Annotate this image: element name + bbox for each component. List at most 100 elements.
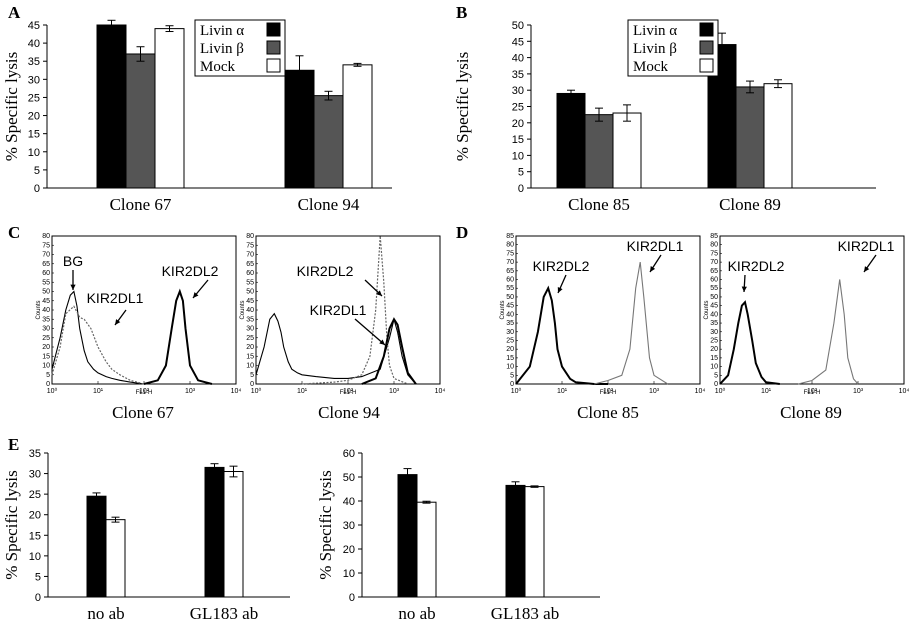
histogram-kir2dl1-D2 — [798, 279, 859, 385]
bar-E2 — [397, 474, 418, 598]
bar-A — [284, 69, 315, 189]
y-tick-label-C1: 80 — [42, 233, 50, 240]
y-tick-label-E1: 35 — [29, 448, 41, 460]
bar-E1 — [86, 495, 107, 598]
y-tick-label-D2: 15 — [710, 355, 718, 362]
bar-B — [584, 114, 614, 189]
y-tick-label-E1: 5 — [35, 571, 41, 583]
y-tick-label-C2: 55 — [246, 279, 254, 286]
y-tick-label-B: 0 — [518, 183, 524, 195]
annotation-arrowhead-D1 — [557, 287, 563, 293]
legend-swatch-A — [266, 58, 281, 73]
y-axis-label-D1: Counts — [500, 300, 506, 319]
x-tick-label-D2: 10⁰ — [715, 387, 726, 395]
bar-E2 — [505, 484, 526, 598]
y-tick-label-C1: 55 — [42, 279, 50, 286]
plot-frame-D1 — [515, 235, 701, 385]
annotation-arrowhead-D1 — [650, 266, 656, 272]
y-tick-label-C2: 70 — [246, 252, 254, 259]
plot-frame-C2 — [255, 235, 441, 385]
panel-letter-A: A — [8, 3, 21, 22]
y-tick-label-D2: 55 — [710, 285, 718, 292]
panel-letter-C1: C — [8, 223, 20, 242]
y-tick-label-B: 40 — [512, 53, 524, 65]
y-tick-label-E2: 30 — [343, 520, 355, 532]
y-tick-label-C2: 20 — [246, 344, 254, 351]
y-axis-label-C2: Counts — [240, 300, 246, 319]
bar-E2 — [524, 486, 545, 598]
y-tick-label-D1: 65 — [506, 268, 514, 275]
y-tick-label-A: 5 — [34, 165, 40, 177]
bar-A — [313, 95, 344, 189]
y-tick-label-E2: 10 — [343, 568, 355, 580]
y-tick-label-C1: 15 — [42, 353, 50, 360]
category-label-E1: GL183 ab — [190, 604, 258, 622]
y-tick-label-A: 15 — [28, 129, 40, 141]
y-tick-label-D2: 75 — [710, 250, 718, 257]
y-tick-label-B: 45 — [512, 36, 524, 48]
annotation-kir2dl1-D1: KIR2DL1 — [627, 238, 684, 254]
y-tick-label-D2: 65 — [710, 268, 718, 275]
y-axis-label-A: % Specific lysis — [2, 52, 21, 162]
y-tick-label-D1: 50 — [506, 294, 514, 301]
y-tick-label-C1: 5 — [46, 372, 50, 379]
x-tick-label-D1: 10³ — [649, 388, 660, 395]
histogram-kir2dl2-C2 — [301, 235, 409, 385]
x-tick-label-D1: 10⁴ — [695, 388, 706, 395]
y-tick-label-E1: 25 — [29, 489, 41, 501]
y-tick-label-E1: 30 — [29, 469, 41, 481]
bar-E1 — [204, 466, 225, 598]
y-tick-label-C1: 40 — [42, 307, 50, 314]
x-tick-label-D2: 10⁴ — [899, 388, 910, 395]
legend-swatch-B — [699, 22, 714, 37]
y-tick-label-D2: 45 — [710, 303, 718, 310]
category-label-E2: GL183 ab — [491, 604, 559, 622]
x-tick-label-C1: 10⁰ — [47, 387, 58, 395]
x-tick-label-C1: 10³ — [185, 388, 196, 395]
y-tick-label-D1: 5 — [510, 372, 514, 379]
y-tick-label-D1: 15 — [506, 355, 514, 362]
y-tick-label-A: 30 — [28, 74, 40, 86]
y-tick-label-E2: 50 — [343, 472, 355, 484]
category-label-B: Clone 89 — [719, 195, 781, 214]
y-tick-label-C1: 35 — [42, 316, 50, 323]
y-tick-label-D1: 10 — [506, 364, 514, 371]
y-tick-label-D1: 30 — [506, 329, 514, 336]
category-label-E1: no ab — [87, 604, 124, 622]
x-tick-label-D2: 10² — [807, 388, 818, 395]
y-tick-label-C2: 35 — [246, 316, 254, 323]
caption-D2: Clone 89 — [780, 403, 842, 422]
annotation-bg-C1: BG — [63, 253, 83, 269]
y-tick-label-C1: 0 — [46, 381, 50, 388]
annotation-kir2dl1-C1: KIR2DL1 — [87, 290, 144, 306]
y-tick-label-D2: 25 — [710, 337, 718, 344]
y-tick-label-E1: 15 — [29, 530, 41, 542]
y-tick-label-A: 10 — [28, 147, 40, 159]
annotation-arrowhead-C2 — [376, 290, 382, 296]
annotation-kir2dl2-C1: KIR2DL2 — [162, 263, 219, 279]
y-tick-label-C2: 45 — [246, 298, 254, 305]
y-tick-label-C1: 10 — [42, 363, 50, 370]
plot-frame-C1 — [51, 235, 237, 385]
annotation-kir2dl2-D1: KIR2DL2 — [533, 258, 590, 274]
histogram-kir2dl2-D2 — [719, 300, 780, 385]
y-axis-label-D2: Counts — [704, 300, 710, 319]
y-tick-label-D2: 35 — [710, 320, 718, 327]
bar-B — [763, 83, 793, 189]
y-tick-label-D1: 0 — [510, 381, 514, 388]
y-axis-label-E1: % Specific lysis — [2, 470, 21, 580]
legend-label-A: Livin β — [200, 41, 244, 57]
y-tick-label-A: 40 — [28, 38, 40, 50]
y-axis-label-B: % Specific lysis — [453, 52, 472, 162]
panel-letter-B: B — [456, 3, 467, 22]
x-tick-label-C2: 10¹ — [297, 388, 308, 395]
x-tick-label-D1: 10² — [603, 388, 614, 395]
y-tick-label-B: 30 — [512, 85, 524, 97]
annotation-kir2dl1-C2: KIR2DL1 — [310, 302, 367, 318]
y-tick-label-E1: 10 — [29, 551, 41, 563]
category-label-E2: no ab — [398, 604, 435, 622]
x-tick-label-D2: 10¹ — [761, 388, 772, 395]
y-tick-label-D2: 70 — [710, 259, 718, 266]
category-label-A: Clone 94 — [298, 195, 360, 214]
caption-C1: Clone 67 — [112, 403, 174, 422]
